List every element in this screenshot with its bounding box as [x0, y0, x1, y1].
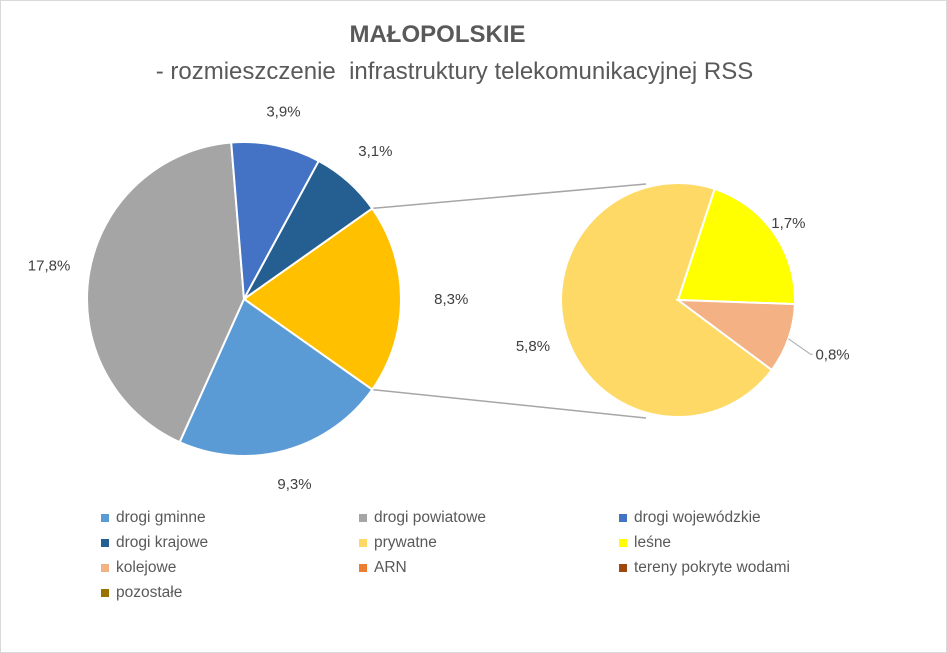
legend-item: drogi gminne	[101, 509, 206, 527]
legend-item: drogi powiatowe	[359, 509, 486, 527]
connector-line-top	[372, 183, 647, 210]
pie-slice-drogi-wojewodzkie	[230, 141, 321, 303]
legend-label: leśne	[634, 534, 672, 551]
data-label-prywatne: 5,8%	[516, 338, 550, 355]
data-label-drogi-krajowe: 3,1%	[358, 143, 392, 160]
pie-of-pie-chart: 8,3% 9,3% 17,8% 3,9% 3,1% 5,8% 1,7% 0,8%	[28, 104, 850, 493]
pie-slice-drogi-gminne	[178, 297, 374, 457]
legend-label: kolejowe	[116, 559, 177, 576]
pie-slice-lesne	[676, 187, 796, 306]
legend-item: tereny pokryte wodami	[619, 559, 790, 577]
connector-line-bottom	[372, 388, 647, 419]
legend-item: prywatne	[359, 534, 437, 552]
legend-swatch	[359, 514, 367, 522]
data-label-drogi-wojewodzkie: 3,9%	[266, 104, 300, 121]
legend-label: drogi wojewódzkie	[634, 509, 761, 526]
data-label-inne: 8,3%	[434, 291, 468, 308]
legend-item: drogi wojewódzkie	[619, 509, 761, 527]
legend-label: tereny pokryte wodami	[634, 559, 790, 576]
legend-swatch	[619, 564, 627, 572]
legend-label: pozostałe	[116, 584, 183, 601]
pie-slice-inne	[242, 207, 402, 391]
legend-label: drogi krajowe	[116, 534, 209, 551]
data-label-drogi-powiatowe: 17,8%	[28, 257, 71, 274]
legend-swatch	[101, 514, 109, 522]
pie-slice-drogi-krajowe	[243, 159, 374, 300]
legend-item: ARN	[359, 559, 407, 577]
leader-line-kolejowe	[788, 338, 813, 355]
pie-slice-drogi-powiatowe	[86, 141, 246, 444]
legend-item: leśne	[619, 534, 671, 552]
chart-title: MAŁOPOLSKIE	[349, 21, 526, 48]
legend-swatch	[101, 564, 109, 572]
legend-swatch	[359, 539, 367, 547]
legend-label: drogi powiatowe	[374, 509, 487, 526]
legend-swatch	[101, 589, 109, 597]
legend-swatch	[101, 539, 109, 547]
chart-subtitle: - rozmieszczenie infrastruktury telekomu…	[155, 58, 754, 85]
legend-item: drogi krajowe	[101, 534, 208, 552]
legend-item: kolejowe	[101, 559, 176, 577]
legend-swatch	[359, 564, 367, 572]
legend-swatch	[619, 539, 627, 547]
data-label-lesne: 1,7%	[771, 215, 805, 232]
legend-item: pozostałe	[101, 584, 182, 602]
pie-slice-prywatne	[560, 182, 774, 418]
legend-label: prywatne	[374, 534, 437, 551]
legend-label: ARN	[374, 559, 407, 576]
legend-label: drogi gminne	[116, 509, 206, 526]
data-label-kolejowe: 0,8%	[815, 346, 849, 363]
legend-swatch	[619, 514, 627, 522]
data-label-drogi-gminne: 9,3%	[277, 476, 311, 493]
